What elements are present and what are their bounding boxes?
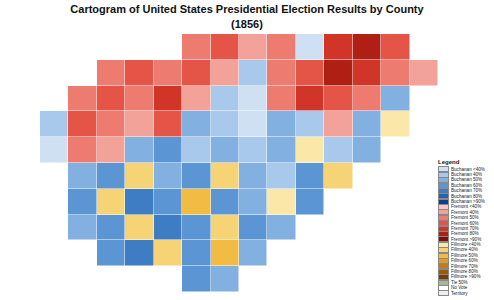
html-text:Fillmore >90%: Fillmore >90%: [451, 274, 481, 280]
html-text:Fremont >90%: Fremont >90%: [451, 236, 482, 242]
html-text:Buchanan <40%: Buchanan <40%: [451, 166, 485, 172]
html-text:Fillmore 50%: Fillmore 50%: [451, 252, 478, 258]
html-text:Buchanan 40%: Buchanan 40%: [451, 172, 483, 177]
html-text:Buchanan >90%: Buchanan >90%: [451, 199, 485, 204]
html-text:Fremont 70%: Fremont 70%: [451, 225, 479, 231]
html-text:Fremont <40%: Fremont <40%: [451, 204, 482, 210]
html-text:Fillmore 80%: Fillmore 80%: [451, 269, 478, 274]
html-text:Buchanan 60%: Buchanan 60%: [451, 182, 483, 188]
html-text:Fillmore 40%: Fillmore 40%: [451, 247, 478, 253]
html-text:Tie 50%: Tie 50%: [451, 279, 468, 285]
svg-text:Cartogram of United States Pre: Cartogram of United States Presidential …: [70, 3, 424, 29]
html-text:Territory: Territory: [451, 290, 468, 296]
html-text:Fremont 60%: Fremont 60%: [451, 220, 479, 226]
html-text:Legend: Legend: [438, 158, 460, 165]
html-text:Fillmore 70%: Fillmore 70%: [451, 263, 478, 269]
html-text:Fremont 50%: Fremont 50%: [451, 215, 479, 221]
html-text:Fillmore <40%: Fillmore <40%: [451, 242, 481, 248]
html-text:Buchanan 70%: Buchanan 70%: [451, 188, 483, 194]
html-text:Fremont 80%: Fremont 80%: [451, 231, 479, 237]
html-text:Buchanan 80%: Buchanan 80%: [451, 193, 483, 199]
html-text:No Vote: No Vote: [451, 285, 468, 291]
html-text:Fremont 40%: Fremont 40%: [451, 209, 479, 215]
html-text:Fillmore 60%: Fillmore 60%: [451, 258, 478, 264]
html-text:Buchanan 50%: Buchanan 50%: [451, 177, 483, 183]
